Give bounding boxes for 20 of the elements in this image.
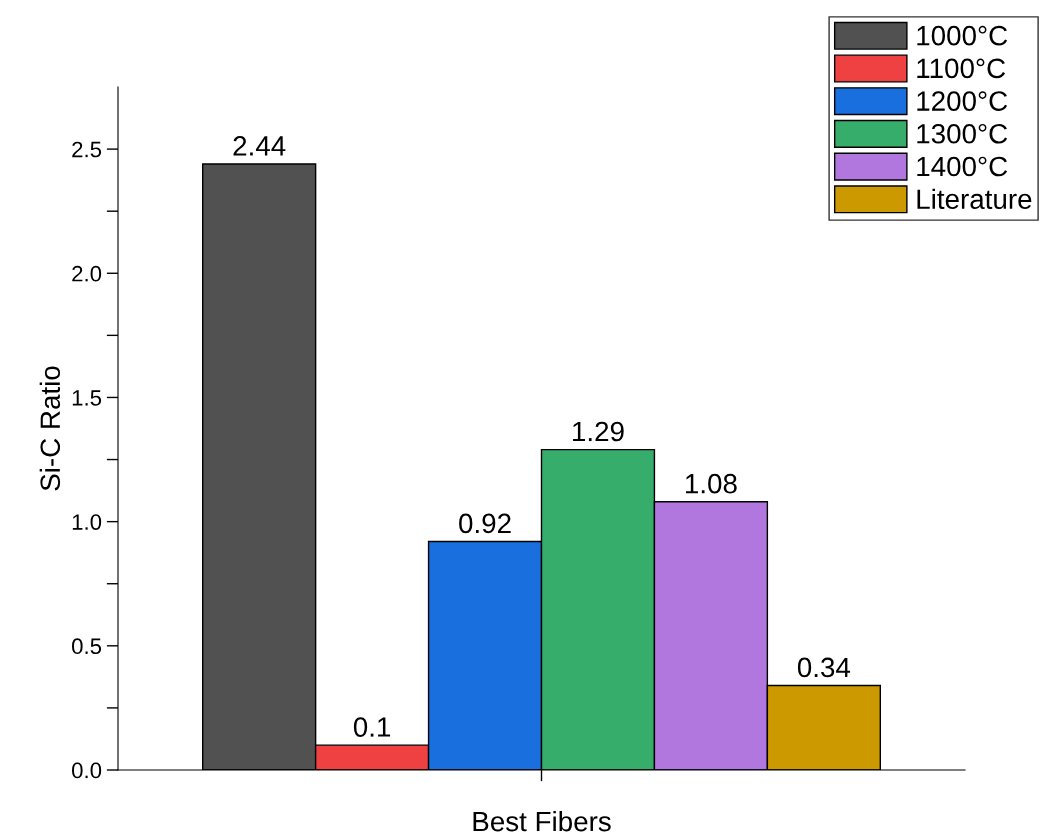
- data-label: 0.1: [353, 717, 391, 737]
- legend-label: Literature: [917, 188, 1032, 210]
- y-axis-title: Si-C Ratio: [39, 366, 61, 491]
- y-tick-label: 1.5: [72, 390, 102, 406]
- legend-label: 1300°C: [917, 123, 1008, 144]
- legend-label: 1400°C: [917, 156, 1008, 177]
- x-axis-title: Best Fibers: [473, 810, 611, 832]
- legend-label: 1000°C: [917, 25, 1008, 46]
- data-label: 2.44: [233, 136, 286, 156]
- y-tick-label: 0.5: [72, 638, 102, 655]
- legend-label: 1100°C: [917, 58, 1006, 79]
- y-tick-label: 2.5: [72, 141, 102, 158]
- data-label: 1.08: [685, 473, 737, 494]
- data-label: 0.34: [797, 657, 851, 678]
- data-label: 0.92: [459, 513, 511, 534]
- y-tick-label: 1.0: [72, 514, 102, 530]
- legend-label: 1200°C: [917, 91, 1008, 111]
- y-tick-label: 0.0: [72, 762, 102, 779]
- data-label: 1.29: [573, 421, 624, 442]
- y-tick-label: 2.0: [72, 265, 102, 282]
